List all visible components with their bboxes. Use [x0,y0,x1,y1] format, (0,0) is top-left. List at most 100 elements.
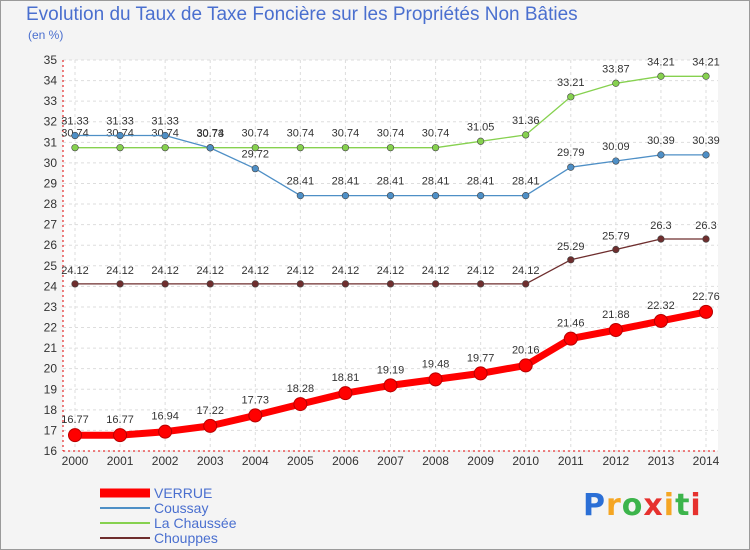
data-label: 31.05 [467,121,495,133]
data-label: 30.74 [242,128,270,140]
data-point [431,144,440,152]
y-tick-label: 30 [44,156,58,170]
legend-label: VERRUE [154,485,212,501]
data-point [71,280,79,288]
legend-item: Chouppes [100,530,218,546]
data-point [702,151,710,159]
data-point [657,235,665,243]
x-tick-label: 2008 [422,454,449,468]
series-la-chauss-e: 30.7430.7430.7430.7430.7430.7430.7430.74… [61,56,720,152]
data-label: 24.12 [512,265,540,277]
data-label: 30.39 [692,135,720,147]
data-label: 24.12 [151,265,179,277]
data-label: 33.87 [602,63,630,75]
y-tick-label: 26 [44,238,58,252]
data-point [522,131,530,139]
data-point [71,144,79,152]
data-label: 26.3 [650,220,671,232]
data-label: 24.12 [61,265,89,277]
data-label: 31.33 [151,116,179,128]
data-label: 24.12 [106,265,134,277]
data-point [431,280,440,288]
data-label: 30.09 [602,141,630,153]
data-point [567,93,575,101]
y-tick-label: 20 [44,362,58,376]
y-tick-label: 24 [44,279,58,293]
data-label: 28.41 [287,176,315,188]
y-tick-label: 27 [44,218,58,232]
data-label: 18.28 [287,383,315,395]
legend-item: Coussay [100,500,208,516]
legend-label: La Chaussée [154,515,237,531]
x-tick-label: 2001 [107,454,134,468]
data-label: 28.41 [377,176,405,188]
data-label: 21.46 [557,318,585,330]
data-point [702,235,710,243]
data-label: 24.12 [467,265,495,277]
data-point [71,131,79,140]
data-label: 31.36 [512,115,540,127]
data-label: 30.73 [196,128,224,140]
y-tick-label: 28 [44,197,58,211]
data-label: 29.79 [557,147,585,159]
data-point [477,280,485,288]
data-label: 24.12 [332,265,360,277]
y-tick-label: 17 [44,423,58,437]
data-label: 24.12 [287,265,315,277]
data-point [383,378,398,393]
data-point [518,358,533,373]
legend-label: Coussay [154,500,208,516]
data-label: 18.81 [332,372,360,384]
data-label: 25.79 [602,231,630,243]
logo-letter: P [583,488,606,523]
data-point [567,163,575,171]
y-tick-label: 33 [44,94,58,108]
data-point [248,408,263,423]
data-label: 22.32 [647,300,675,312]
y-tick-label: 29 [44,176,58,190]
data-point [477,137,485,145]
data-label: 24.12 [377,265,405,277]
legend-item: La Chaussée [100,515,237,531]
data-label: 24.12 [422,265,450,277]
data-point [113,428,128,443]
data-point [206,144,214,152]
logo-letter: x [643,488,664,523]
data-point [341,280,350,288]
data-point [612,245,620,254]
data-label: 21.88 [602,309,630,321]
logo-letter: i [690,488,702,523]
proxiti-logo: Proxiti [583,488,702,523]
x-tick-label: 2002 [152,454,179,468]
x-tick-label: 2010 [512,454,539,468]
data-point [477,192,485,200]
data-label: 28.41 [512,176,540,188]
x-tick-label: 2009 [467,454,494,468]
data-point [522,280,530,288]
data-point [386,280,395,288]
data-label: 19.48 [422,358,450,370]
data-point [567,256,575,264]
x-tick-label: 2005 [287,454,314,468]
data-point [341,192,350,200]
data-point [522,192,530,200]
data-point [338,386,353,401]
data-point [203,418,218,433]
series-coussay: 31.33 31.33 31.33 30.73 29.72 28.41 28.41 28.41… [61,116,720,200]
data-label: 34.21 [692,56,720,68]
data-point [431,192,440,200]
data-label: 30.74 [196,128,224,140]
data-label: 30.74 [377,128,405,140]
data-point [251,165,259,173]
series-verrue: 16.77 16.77 16.94 17.22 17.73 18.28 18.81 19.19… [61,291,720,443]
data-label: 16.77 [61,414,89,426]
data-point [161,131,169,140]
y-tick-label: 32 [44,115,58,129]
data-label: 20.16 [512,344,540,356]
data-label: 24.12 [196,265,224,277]
data-point [251,280,259,288]
x-tick-label: 2014 [693,454,720,468]
series-chouppes: 24.12 24.12 24.12 24.12 24.12 24.12 24.12 24.12… [61,220,717,288]
y-tick-label: 23 [44,300,58,314]
